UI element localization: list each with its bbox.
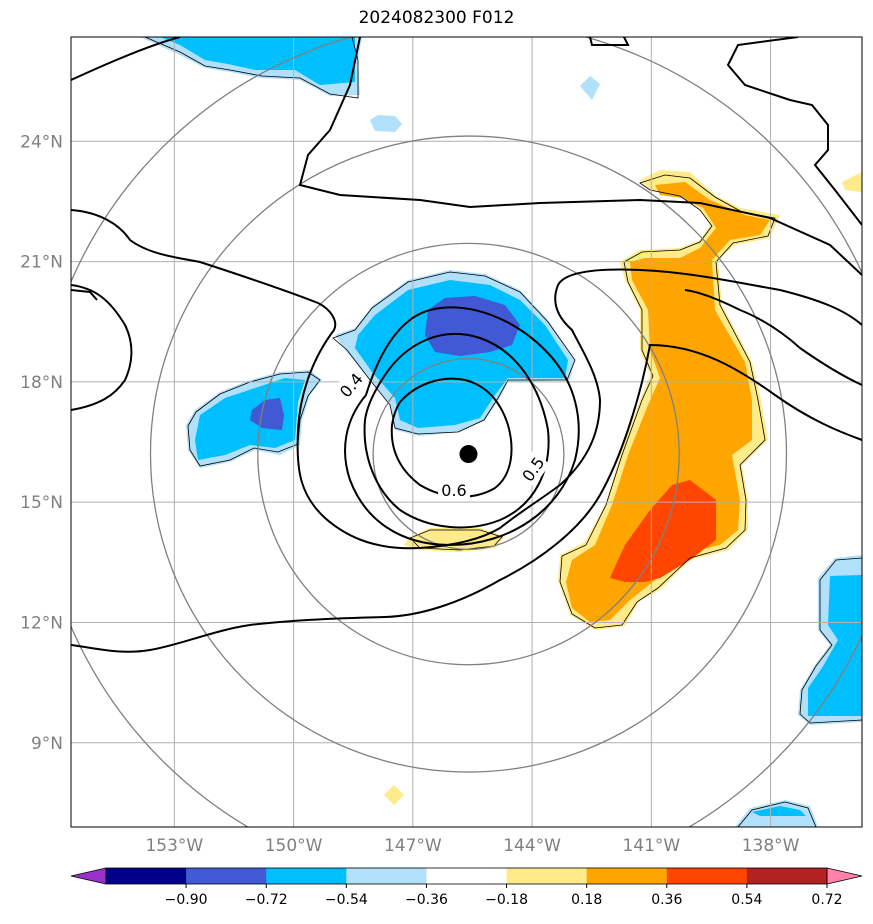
contour-line: [589, 37, 630, 46]
lon-tick-label: 153°W: [145, 836, 203, 856]
colorbar-tick-label: −0.18: [485, 892, 528, 908]
lon-tick-label: 144°W: [503, 836, 561, 856]
lat-tick-label: 21°N: [20, 253, 63, 273]
colorbar-segment: [106, 868, 187, 884]
shaded-field: [140, 37, 862, 827]
map-frame: [70, 36, 863, 828]
colorbar: −0.90 −0.72 −0.54 −0.36 −0.18 0.18 0.36 0.54 0.7…: [70, 867, 863, 908]
contour-ring-0.6: [390, 377, 513, 498]
colorbar-tick-label: −0.72: [245, 892, 288, 908]
range-ring: [257, 242, 680, 666]
contours: [71, 37, 862, 653]
shade-neg-light: [370, 115, 402, 132]
contour-ring-0.4: [344, 306, 580, 547]
colorbar-tick-label: −0.54: [325, 892, 368, 908]
contour-label-0.6: 0.6: [441, 481, 466, 500]
colorbar-segment: [346, 868, 427, 884]
shade-pos-light: [842, 172, 862, 192]
colorbar-segment: [426, 868, 508, 884]
contour-line: [71, 37, 181, 81]
shade-pos-light: [404, 528, 505, 552]
lat-tick-label: 9°N: [31, 734, 63, 754]
gridlines: [71, 37, 862, 827]
contour-line: [71, 343, 862, 653]
lat-tick-label: 15°N: [20, 493, 63, 513]
shade-neg-light: [580, 76, 600, 100]
contour-line: [71, 209, 862, 550]
contour-label-bg: [438, 480, 470, 500]
colorbar-tick-label: 0.72: [811, 892, 842, 908]
shade-neg-mid: [808, 575, 862, 716]
colorbar-extend-low: [70, 867, 107, 885]
colorbar-outline: [105, 867, 828, 885]
shade-neg-strong: [250, 398, 284, 430]
colorbar-segment: [186, 868, 267, 884]
map-title: 2024082300 F012: [358, 8, 515, 28]
lon-tick-label: 141°W: [622, 836, 680, 856]
shade-neg-mid: [752, 806, 806, 816]
colorbar-tick-label: 0.54: [731, 892, 762, 908]
colorbar-tick-label: 0.36: [651, 892, 682, 908]
shade-outline: [737, 801, 817, 827]
colorbar-segment: [506, 868, 588, 884]
range-ring: [372, 358, 565, 551]
shade-pos-light: [384, 785, 404, 805]
contour-line: [684, 289, 862, 386]
contour-ring-0.5: [363, 333, 550, 529]
shade-outline: [332, 271, 576, 435]
shade-pos-mid: [566, 182, 770, 622]
lon-tick-labels: 153°W 150°W 147°W 144°W 141°W 138°W: [145, 836, 799, 856]
shade-outline: [144, 37, 359, 99]
colorbar-extend-high: [826, 867, 863, 885]
contour-label-0.4: 0.4: [336, 369, 367, 401]
shade-outline: [799, 557, 862, 724]
shade-neg-strong: [425, 296, 520, 356]
contour-line: [726, 37, 862, 226]
contour-label-bg: [515, 451, 551, 487]
contour-line: [71, 284, 133, 411]
colorbar-segment: [666, 868, 748, 884]
shade-neg-mid: [160, 37, 355, 85]
range-rings: [71, 37, 862, 827]
colorbar-segment: [746, 868, 828, 884]
contour-line: [298, 37, 862, 276]
shade-outline: [187, 371, 321, 467]
colorbar-tick-label: −0.36: [405, 892, 448, 908]
colorbar-tick-label: 0.18: [571, 892, 602, 908]
lon-tick-label: 138°W: [742, 836, 800, 856]
colorbar-segment: [266, 868, 347, 884]
shade-pos-strong: [610, 480, 716, 582]
contour-label-0.5: 0.5: [518, 453, 548, 485]
lon-tick-label: 150°W: [265, 836, 323, 856]
colorbar-tick-label: −0.90: [165, 892, 208, 908]
shade-outline: [559, 174, 776, 629]
storm-center-marker: [459, 445, 478, 464]
lon-tick-label: 147°W: [384, 836, 442, 856]
range-ring: [149, 135, 788, 773]
lat-tick-label: 12°N: [20, 613, 63, 633]
lat-tick-labels: 24°N 21°N 18°N 15°N 12°N 9°N: [20, 132, 63, 754]
contour-label-bg: [333, 367, 369, 403]
lat-tick-label: 18°N: [20, 373, 63, 393]
contour-line: [71, 289, 98, 301]
colorbar-segment: [586, 868, 668, 884]
shade-outlines: [144, 37, 862, 827]
lat-tick-label: 24°N: [20, 132, 63, 152]
